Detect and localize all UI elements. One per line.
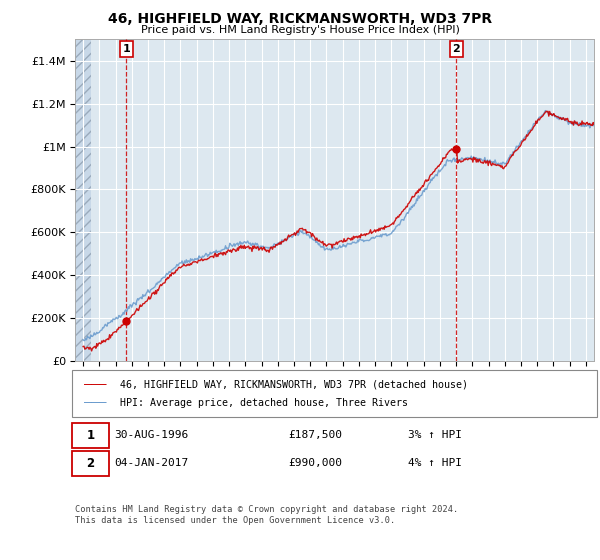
Text: 2: 2: [452, 44, 460, 54]
Text: £990,000: £990,000: [288, 458, 342, 468]
Text: ———: ———: [84, 377, 107, 391]
Text: 1: 1: [122, 44, 130, 54]
Text: 30-AUG-1996: 30-AUG-1996: [114, 430, 188, 440]
Text: HPI: Average price, detached house, Three Rivers: HPI: Average price, detached house, Thre…: [120, 398, 408, 408]
Text: ———: ———: [84, 396, 107, 409]
Text: 3% ↑ HPI: 3% ↑ HPI: [408, 430, 462, 440]
Text: 04-JAN-2017: 04-JAN-2017: [114, 458, 188, 468]
Text: Contains HM Land Registry data © Crown copyright and database right 2024.
This d: Contains HM Land Registry data © Crown c…: [75, 505, 458, 525]
Text: 1: 1: [86, 428, 95, 442]
Text: £187,500: £187,500: [288, 430, 342, 440]
Text: Price paid vs. HM Land Registry's House Price Index (HPI): Price paid vs. HM Land Registry's House …: [140, 25, 460, 35]
Text: 46, HIGHFIELD WAY, RICKMANSWORTH, WD3 7PR (detached house): 46, HIGHFIELD WAY, RICKMANSWORTH, WD3 7P…: [120, 379, 468, 389]
Text: 2: 2: [86, 456, 95, 470]
Text: 4% ↑ HPI: 4% ↑ HPI: [408, 458, 462, 468]
Text: 46, HIGHFIELD WAY, RICKMANSWORTH, WD3 7PR: 46, HIGHFIELD WAY, RICKMANSWORTH, WD3 7P…: [108, 12, 492, 26]
Bar: [75, 39, 91, 361]
